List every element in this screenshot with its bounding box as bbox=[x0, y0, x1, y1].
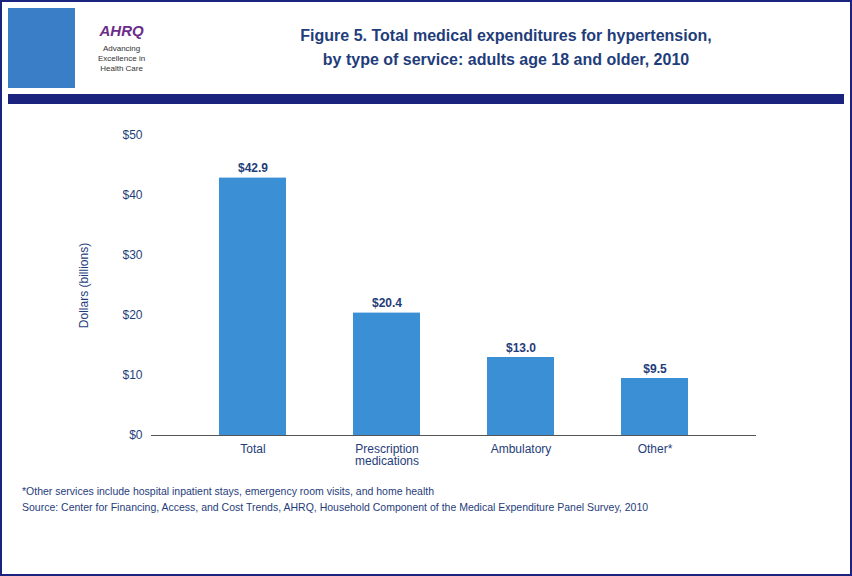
html-text:*Other services include hospit: *Other services include hospital inpatie… bbox=[22, 485, 434, 497]
svg-text:Total: Total bbox=[240, 442, 265, 456]
svg-text:$9.5: $9.5 bbox=[643, 362, 667, 376]
html-text:Advancing: Advancing bbox=[102, 43, 141, 53]
svg-text:Ambulatory: Ambulatory bbox=[491, 442, 552, 456]
html-text:Health Care: Health Care bbox=[100, 63, 143, 73]
html-text:by type of service: adults age: by type of service: adults age 18 and ol… bbox=[322, 51, 690, 68]
html-text:Source: Center for Financing,: Source: Center for Financing, Access, an… bbox=[22, 500, 649, 513]
svg-text:$40: $40 bbox=[122, 188, 142, 202]
svg-text:$10: $10 bbox=[122, 368, 142, 382]
html-text:AHRQ: AHRQ bbox=[99, 22, 144, 40]
svg-text:$30: $30 bbox=[122, 248, 142, 262]
html-text:Figure 5. Total medical expend: Figure 5. Total medical expenditures for… bbox=[300, 27, 712, 44]
svg-text:$20: $20 bbox=[122, 308, 142, 322]
html-text:Excellence in: Excellence in bbox=[98, 53, 146, 63]
svg-text:Prescriptionmedications: Prescriptionmedications bbox=[355, 442, 419, 468]
svg-text:$50: $50 bbox=[122, 128, 142, 142]
svg-text:$42.9: $42.9 bbox=[238, 161, 268, 175]
svg-text:Dollars (billions): Dollars (billions) bbox=[77, 243, 91, 328]
svg-text:Other*: Other* bbox=[638, 442, 673, 456]
svg-text:$13.0: $13.0 bbox=[506, 341, 536, 355]
svg-text:$0: $0 bbox=[129, 428, 143, 442]
svg-text:$20.4: $20.4 bbox=[372, 296, 402, 310]
